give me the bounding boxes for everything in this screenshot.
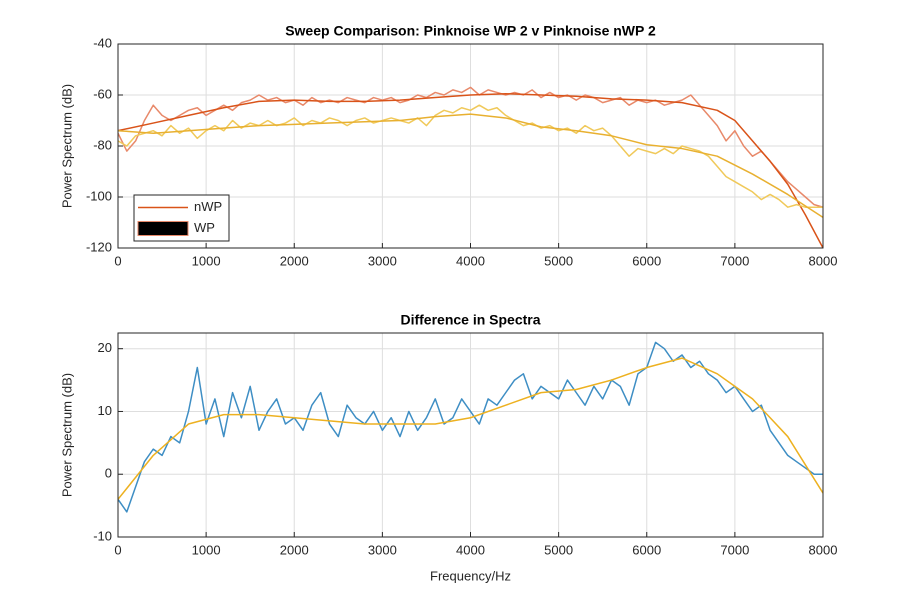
y-tick-label: 20 (98, 340, 112, 355)
x-tick-label: 1000 (192, 542, 221, 557)
legend-label: WP (194, 220, 215, 235)
y-tick-label: -80 (93, 137, 112, 152)
x-tick-label: 0 (114, 542, 121, 557)
x-tick-label: 6000 (632, 253, 661, 268)
y-tick-label: -10 (93, 528, 112, 543)
x-tick-label: 5000 (544, 542, 573, 557)
legend-patch (137, 221, 189, 236)
y-tick-label: 0 (105, 466, 112, 481)
x-tick-label: 7000 (720, 253, 749, 268)
legend-label: nWP (194, 199, 222, 214)
x-tick-label: 3000 (368, 542, 397, 557)
data-line (118, 86, 823, 208)
y-axis-label: Power Spectrum (dB) (59, 373, 74, 497)
axes-box (117, 43, 824, 249)
x-tick-label: 4000 (456, 253, 485, 268)
axes-box (117, 332, 824, 538)
data-line (118, 357, 823, 500)
x-tick-label: 8000 (809, 542, 838, 557)
x-tick-label: 4000 (456, 542, 485, 557)
y-axis-label: Power Spectrum (dB) (59, 84, 74, 208)
data-line (118, 92, 823, 248)
y-tick-label: -100 (86, 188, 112, 203)
chart-title: Difference in Spectra (400, 312, 540, 328)
y-tick-label: -40 (93, 35, 112, 50)
x-tick-label: 2000 (280, 253, 309, 268)
x-tick-label: 1000 (192, 253, 221, 268)
data-line (118, 113, 823, 219)
x-tick-label: 2000 (280, 542, 309, 557)
x-tick-label: 0 (114, 253, 121, 268)
x-axis-label: Frequency/Hz (430, 568, 511, 583)
y-tick-label: 10 (98, 403, 112, 418)
y-tick-label: -120 (86, 239, 112, 254)
data-line (118, 104, 823, 208)
x-tick-label: 6000 (632, 542, 661, 557)
x-tick-label: 7000 (720, 542, 749, 557)
data-line (118, 341, 823, 513)
chart-title: Sweep Comparison: Pinknoise WP 2 v Pinkn… (285, 23, 656, 39)
x-tick-label: 3000 (368, 253, 397, 268)
x-tick-label: 5000 (544, 253, 573, 268)
y-tick-label: -60 (93, 86, 112, 101)
x-tick-label: 8000 (809, 253, 838, 268)
